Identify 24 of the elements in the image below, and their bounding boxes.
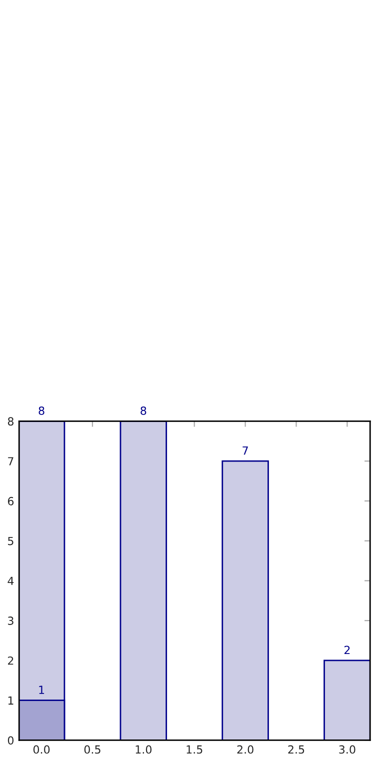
data-label: 8 (38, 406, 44, 415)
x-tick-label: 0.5 (84, 745, 100, 754)
y-tick-label: 3 (8, 616, 14, 625)
bar (222, 460, 269, 740)
x-tick-label: 3.0 (339, 745, 356, 754)
y-tick-label: 2 (8, 656, 14, 665)
x-tick-label: 2.0 (237, 745, 254, 754)
x-tick-label: 1.0 (136, 745, 152, 754)
y-tick-label: 4 (8, 576, 14, 585)
data-label: 7 (242, 446, 248, 455)
y-tick-label: 6 (8, 496, 14, 506)
x-tick-label: 1.5 (186, 745, 202, 754)
y-tick-label: 1 (8, 696, 14, 705)
bar (324, 660, 370, 740)
data-label: 8 (140, 406, 146, 415)
y-tick-label: 0 (8, 736, 14, 745)
y-tick-label: 8 (8, 417, 14, 426)
x-tick-label: 2.5 (288, 745, 304, 754)
y-tick-label: 7 (8, 457, 14, 466)
bar (120, 421, 168, 740)
x-tick-label: 0.0 (33, 745, 50, 754)
data-label: 2 (344, 646, 350, 654)
y-tick-label: 5 (8, 536, 14, 546)
data-label: 1 (39, 686, 44, 694)
